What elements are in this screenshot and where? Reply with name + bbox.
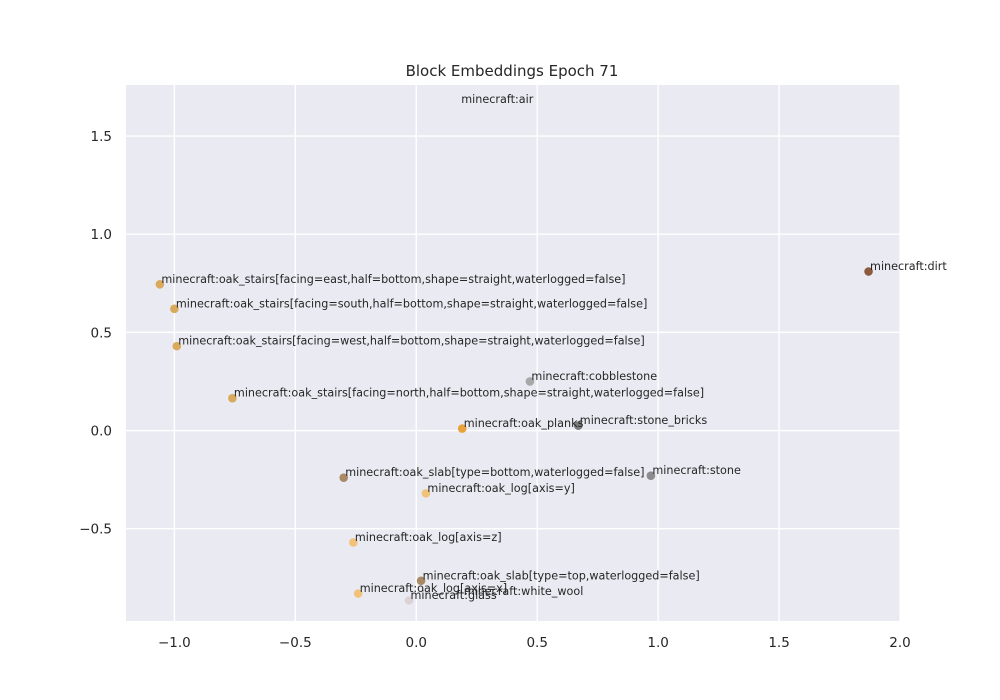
data-point [421,489,431,498]
data-point [574,421,583,430]
point-label: minecraft:oak_log[axis=y] [427,482,574,495]
point-label: minecraft:oak_log[axis=x] [360,582,507,595]
y-tick-label: 1.0 [91,227,112,243]
point-label: minecraft:air [461,93,533,106]
data-point [339,473,348,482]
x-tick-label: 0.5 [526,635,547,651]
data-point [646,471,656,481]
y-axis: −0.5 0.0 0.5 1.0 1.5 [79,129,112,538]
y-tick-label: 0.0 [91,424,112,440]
data-point [416,576,426,586]
y-tick-label: 1.5 [91,129,112,145]
x-tick-label: 0.0 [406,635,427,651]
data-point [864,267,873,276]
x-tick-label: 2.0 [889,635,910,651]
data-point [170,304,179,314]
chart-title: Block Embeddings Epoch 71 [406,62,619,80]
x-axis: −1.0 −0.5 0.0 0.5 1.0 1.5 2.0 [158,635,911,651]
point-label: minecraft:white_wool [464,585,584,598]
x-tick-label: −0.5 [279,635,312,651]
data-point [457,424,467,433]
grid [126,85,901,621]
point-label: minecraft:oak_slab[type=bottom,waterlogg… [345,466,644,479]
point-label: minecraft:cobblestone [531,370,657,383]
point-label: minecraft:oak_stairs[facing=north,half=b… [234,387,704,400]
data-point [353,589,363,598]
y-tick-label: −0.5 [79,522,112,538]
point-label: minecraft:oak_planks [464,417,584,430]
x-tick-label: 1.0 [647,635,668,651]
point-label: minecraft:oak_stairs[facing=west,half=bo… [178,335,644,348]
data-points [155,267,873,605]
point-labels: minecraft:air minecraft:dirt minecraft:oak… [161,93,947,602]
plot-area [126,85,900,621]
point-label: minecraft:dirt [870,260,947,273]
data-point [404,596,414,605]
data-point [172,341,182,351]
data-point [228,393,237,403]
x-tick-label: −1.0 [158,635,191,651]
data-point [349,538,358,547]
point-label: minecraft:glass [410,589,496,602]
x-tick-label: 1.5 [768,635,789,651]
point-label: minecraft:stone [652,464,741,477]
point-label: minecraft:oak_log[axis=z] [355,531,502,544]
data-point [525,377,535,386]
point-label: minecraft:oak_stairs[facing=south,half=b… [176,297,647,310]
point-label: minecraft:oak_slab[type=top,waterlogged=… [423,569,700,582]
point-label: minecraft:oak_stairs[facing=east,half=bo… [161,273,625,286]
point-label: minecraft:stone_bricks [580,414,708,427]
y-tick-label: 0.5 [91,325,112,341]
data-point [155,279,165,289]
